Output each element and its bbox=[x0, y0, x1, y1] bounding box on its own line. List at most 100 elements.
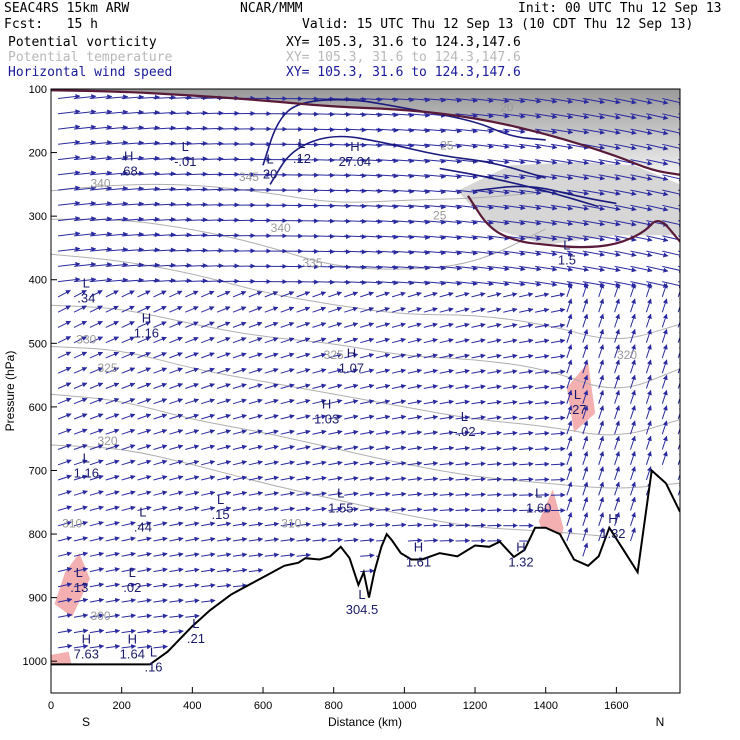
wind-vector bbox=[407, 250, 431, 256]
wind-vector bbox=[630, 174, 653, 181]
wind-vector bbox=[455, 322, 470, 328]
wind-vector bbox=[423, 476, 439, 482]
wind-vector bbox=[201, 156, 224, 162]
wind-vector bbox=[105, 277, 129, 283]
wind-vector bbox=[201, 141, 224, 147]
wind-vector bbox=[375, 322, 391, 328]
wind-vector bbox=[391, 491, 407, 497]
wind-vector bbox=[630, 313, 636, 328]
wind-vector bbox=[248, 321, 263, 328]
wind-vector bbox=[423, 204, 447, 210]
wind-vector bbox=[312, 506, 327, 512]
wind-vector bbox=[312, 398, 327, 405]
wind-vector bbox=[201, 110, 224, 116]
wind-vector bbox=[312, 337, 327, 344]
wind-vector bbox=[519, 204, 542, 211]
wind-speed-contour-30 bbox=[474, 185, 617, 205]
wind-vector bbox=[503, 369, 518, 375]
wind-vector bbox=[232, 475, 248, 481]
wind-vector bbox=[646, 250, 669, 258]
wind-vector bbox=[57, 582, 73, 588]
wind-vector bbox=[360, 476, 375, 482]
wind-vector bbox=[535, 353, 550, 359]
wind-vector bbox=[73, 109, 97, 115]
wind-vector bbox=[471, 113, 494, 119]
wind-vector bbox=[471, 430, 486, 436]
wind-vector bbox=[280, 552, 296, 558]
wind-vector bbox=[503, 476, 518, 482]
wind-vector bbox=[566, 220, 590, 227]
wind-vector bbox=[407, 173, 431, 179]
wind-vector bbox=[232, 537, 248, 542]
wind-vector bbox=[121, 398, 136, 405]
wind-vector bbox=[487, 446, 502, 452]
wind-vector bbox=[153, 305, 167, 313]
wind-vector bbox=[232, 367, 247, 374]
wind-vector bbox=[105, 305, 119, 313]
wind-vector bbox=[169, 247, 192, 253]
wind-vector bbox=[375, 307, 390, 313]
wind-vector bbox=[439, 291, 454, 298]
extremum-type: H bbox=[82, 632, 91, 647]
extremum-type: L bbox=[83, 276, 90, 291]
wind-vector bbox=[487, 476, 502, 482]
wind-vector bbox=[169, 444, 184, 450]
wind-vector bbox=[201, 263, 224, 269]
wind-vector bbox=[153, 490, 168, 496]
wind-vector bbox=[153, 628, 168, 634]
wind-vector bbox=[582, 298, 589, 313]
wind-vector bbox=[471, 492, 486, 498]
x-tick-label: 600 bbox=[254, 700, 272, 712]
wind-vector bbox=[105, 186, 129, 191]
wind-vector bbox=[312, 368, 327, 374]
extremum-value: 27.04 bbox=[339, 154, 372, 169]
wind-vector bbox=[296, 291, 311, 298]
wind-vector bbox=[646, 189, 669, 197]
wind-vector bbox=[598, 265, 621, 273]
wind-vector bbox=[407, 307, 422, 313]
wind-vector bbox=[153, 382, 168, 389]
wind-vector bbox=[185, 490, 200, 496]
extremum-type: H bbox=[414, 540, 423, 555]
wind-vector bbox=[58, 200, 81, 206]
wind-vector bbox=[598, 313, 605, 328]
wind-vector bbox=[503, 384, 518, 390]
extremum-label: L.15 bbox=[212, 492, 230, 522]
org-name: NCAR/MMM bbox=[240, 1, 303, 16]
wind-vector bbox=[105, 109, 129, 115]
wind-vector bbox=[376, 203, 399, 209]
wind-vector bbox=[423, 491, 439, 497]
wind-vector bbox=[344, 249, 367, 255]
wind-vector bbox=[360, 219, 383, 225]
wind-vector bbox=[344, 264, 367, 270]
wind-vector bbox=[566, 527, 573, 542]
wind-vector bbox=[121, 140, 145, 146]
extremum-type: L bbox=[182, 139, 189, 154]
wind-vector bbox=[201, 383, 215, 389]
wind-vector bbox=[153, 171, 176, 177]
wind-vector bbox=[153, 598, 168, 604]
wind-vector bbox=[73, 567, 89, 573]
wind-vector bbox=[153, 582, 168, 588]
wind-vector bbox=[582, 159, 605, 166]
extremum-value: 1.16 bbox=[74, 466, 99, 481]
wind-vector bbox=[328, 491, 343, 497]
wind-vector bbox=[137, 186, 160, 192]
wind-vector bbox=[550, 128, 574, 135]
wind-vector bbox=[312, 306, 327, 313]
wind-vector bbox=[662, 250, 680, 258]
wind-vector bbox=[566, 344, 573, 359]
wind-vector bbox=[280, 429, 295, 435]
wind-vector bbox=[153, 552, 168, 557]
wind-vector bbox=[121, 613, 136, 619]
wind-vector bbox=[471, 281, 494, 287]
wind-vector bbox=[455, 476, 471, 482]
wind-vector bbox=[423, 461, 439, 467]
wind-vector bbox=[661, 344, 668, 359]
wind-vector bbox=[550, 174, 574, 181]
wind-vector bbox=[201, 352, 215, 359]
wind-vector bbox=[678, 250, 680, 253]
wind-vector bbox=[360, 142, 383, 148]
wind-vector bbox=[630, 389, 636, 404]
wind-vector bbox=[296, 337, 311, 344]
